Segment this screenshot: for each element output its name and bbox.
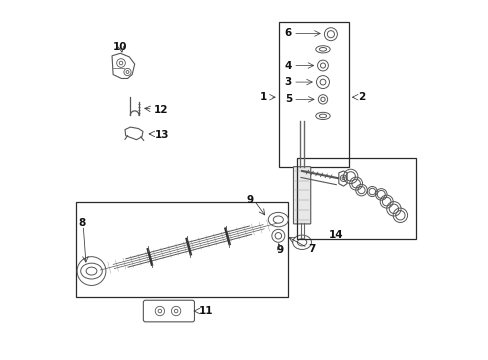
Text: 9: 9 — [245, 195, 253, 205]
Text: 3: 3 — [284, 77, 291, 87]
FancyBboxPatch shape — [293, 167, 310, 224]
Text: 6: 6 — [284, 28, 291, 39]
Text: 7: 7 — [308, 244, 315, 254]
Text: 12: 12 — [153, 105, 168, 115]
Text: 2: 2 — [357, 92, 365, 102]
Text: 11: 11 — [198, 306, 212, 316]
Text: 14: 14 — [328, 230, 343, 240]
Text: 5: 5 — [284, 94, 291, 104]
Bar — [296, 158, 415, 239]
Bar — [76, 202, 288, 297]
Text: 9: 9 — [276, 245, 283, 255]
Text: 1: 1 — [260, 92, 266, 102]
Text: 4: 4 — [284, 60, 291, 71]
Text: 13: 13 — [154, 130, 169, 140]
Bar — [278, 22, 348, 167]
Text: 10: 10 — [112, 42, 126, 52]
Text: 8: 8 — [79, 218, 86, 228]
